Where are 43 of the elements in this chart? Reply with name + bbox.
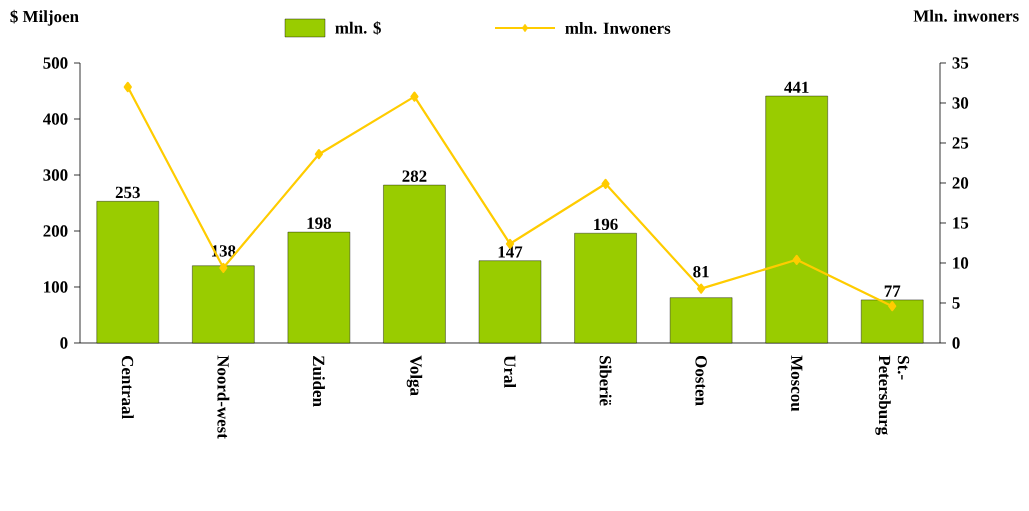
y2-tick-label: 25: [952, 137, 969, 149]
point: [888, 301, 897, 312]
y2-tick-label: 20: [952, 177, 969, 189]
point: [601, 178, 610, 189]
x-tick-label: Siberië: [599, 356, 612, 406]
legend-label: mln. $: [335, 21, 381, 35]
y2-tick-label: 10: [953, 257, 969, 269]
point: [219, 262, 228, 273]
y-axis-title: $ Miljoen: [10, 9, 79, 26]
y-tick-label: 300: [43, 169, 68, 181]
y-tick-label: 100: [44, 281, 68, 293]
data-label: 198: [307, 217, 332, 229]
x-tick-label: Ural: [504, 355, 516, 388]
y2-tick-label: 30: [952, 97, 969, 109]
y2-tick-label: 5: [952, 297, 960, 309]
point: [410, 91, 419, 102]
data-label: 441: [784, 81, 809, 93]
y-tick-label: 0: [60, 337, 68, 349]
y2-axis-title: Mln. inwoners: [913, 9, 1019, 22]
x-tick-label: St.-Petersburg: [875, 355, 910, 435]
data-label: 81: [693, 266, 709, 278]
x-tick-label: Noord-west: [217, 355, 230, 439]
data-label: 253: [115, 186, 140, 199]
x-tick-label: Moscou: [791, 355, 803, 412]
point: [123, 81, 132, 93]
point: [697, 283, 706, 294]
legend-label: mln. Inwoners: [565, 22, 671, 34]
data-label: 77: [884, 285, 901, 297]
x-tick-label: Zuiden: [312, 356, 325, 407]
point: [314, 149, 323, 160]
point: [792, 254, 801, 265]
x-tick-label: Centraal: [121, 356, 134, 419]
data-label: 282: [402, 170, 427, 182]
y2-tick-label: 35: [952, 57, 969, 69]
y-tick-label: 400: [42, 113, 68, 125]
x-tick-label: Volga: [406, 355, 423, 396]
y2-tick-label: 0: [952, 337, 960, 349]
data-label: 196: [594, 218, 618, 231]
data-label: 147: [498, 246, 523, 258]
x-tick-label: Oosten: [695, 356, 707, 406]
y2-tick-label: 15: [953, 217, 969, 229]
y-tick-label: 200: [43, 225, 68, 237]
y-tick-label: 500: [43, 57, 68, 69]
